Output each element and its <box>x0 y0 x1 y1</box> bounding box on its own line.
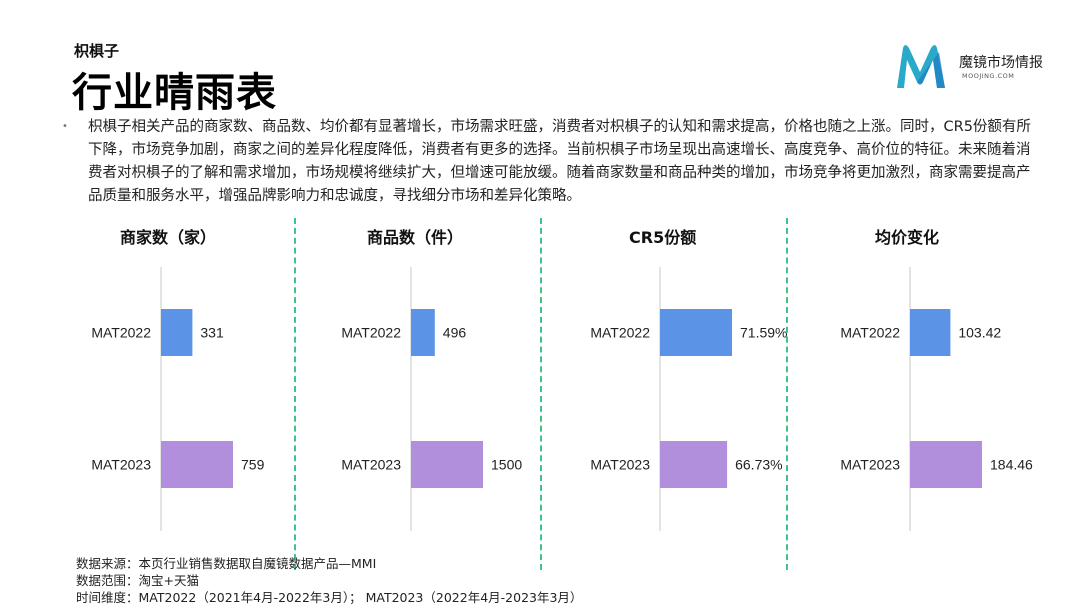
bar-mat2022 <box>910 309 951 356</box>
bar-mat2023 <box>660 441 728 488</box>
bar-mat2023 <box>411 441 483 488</box>
data-label: 184.46 <box>990 457 1033 473</box>
logo-m-icon <box>897 45 945 88</box>
category-label: MAT2023 <box>840 457 900 473</box>
chart-product-count: 商品数（件） MAT2022 496 MAT2023 1500 <box>292 215 542 560</box>
data-label: 1500 <box>491 457 522 473</box>
category-label: MAT2022 <box>91 325 151 341</box>
bar-mat2023 <box>161 441 233 488</box>
divider-line <box>540 218 542 570</box>
page-title: 行业晴雨表 <box>72 70 277 116</box>
category-label: MAT2022 <box>590 325 650 341</box>
footer-time: 时间维度：MAT2022（2021年4月-2022年3月）； MAT2023（2… <box>76 590 583 605</box>
footer-scope: 数据范围：淘宝+天猫 <box>76 573 199 588</box>
divider-line <box>786 218 788 570</box>
footer-notes: 数据来源：本页行业销售数据取自魔镜数据产品—MMI 数据范围：淘宝+天猫 时间维… <box>76 555 582 606</box>
bar-chart-svg: MAT2022 103.42 MAT2023 184.46 <box>840 267 1033 531</box>
category-label: MAT2023 <box>91 457 151 473</box>
brand-logo: 魔镜市场情报 MOOJING.COM <box>893 42 1063 92</box>
data-label: 66.73% <box>735 457 782 473</box>
bar-mat2022 <box>411 309 435 356</box>
page-subtitle: 枳椇子 <box>74 42 120 60</box>
chart-cr5-share: CR5份额 MAT2022 71.59% MAT2023 66.73% <box>541 215 791 560</box>
bar-chart-svg: MAT2022 331 MAT2023 759 <box>91 267 265 531</box>
chart-title: CR5份额 <box>629 228 697 247</box>
data-label: 759 <box>241 457 265 473</box>
data-label: 496 <box>443 325 467 341</box>
category-label: MAT2022 <box>840 325 900 341</box>
data-label: 331 <box>200 325 224 341</box>
footer-source: 数据来源：本页行业销售数据取自魔镜数据产品—MMI <box>76 556 377 571</box>
category-label: MAT2022 <box>341 325 401 341</box>
data-label: 103.42 <box>958 325 1001 341</box>
bar-mat2023 <box>910 441 982 488</box>
chart-title: 均价变化 <box>875 228 940 247</box>
category-label: MAT2023 <box>590 457 650 473</box>
bar-mat2022 <box>660 309 732 356</box>
divider-line <box>294 218 296 570</box>
chart-title: 商家数（家） <box>120 228 217 247</box>
logo-name: 魔镜市场情报 <box>959 55 1043 71</box>
summary-paragraph: 枳椇子相关产品的商家数、商品数、均价都有显著增长，市场需求旺盛，消费者对枳椇子的… <box>88 119 1031 204</box>
logo-domain: MOOJING.COM <box>962 72 1015 80</box>
data-label: 71.59% <box>740 325 787 341</box>
bullet-icon: • <box>62 121 68 132</box>
chart-avg-price: 均价变化 MAT2022 103.42 MAT2023 184.46 <box>791 215 1041 560</box>
chart-title: 商品数（件） <box>367 228 464 247</box>
category-label: MAT2023 <box>341 457 401 473</box>
bar-chart-svg: MAT2022 71.59% MAT2023 66.73% <box>590 267 787 531</box>
chart-merchant-count: 商家数（家） MAT2022 331 MAT2023 759 <box>42 215 292 560</box>
bar-mat2022 <box>161 309 193 356</box>
bar-chart-svg: MAT2022 496 MAT2023 1500 <box>341 267 522 531</box>
